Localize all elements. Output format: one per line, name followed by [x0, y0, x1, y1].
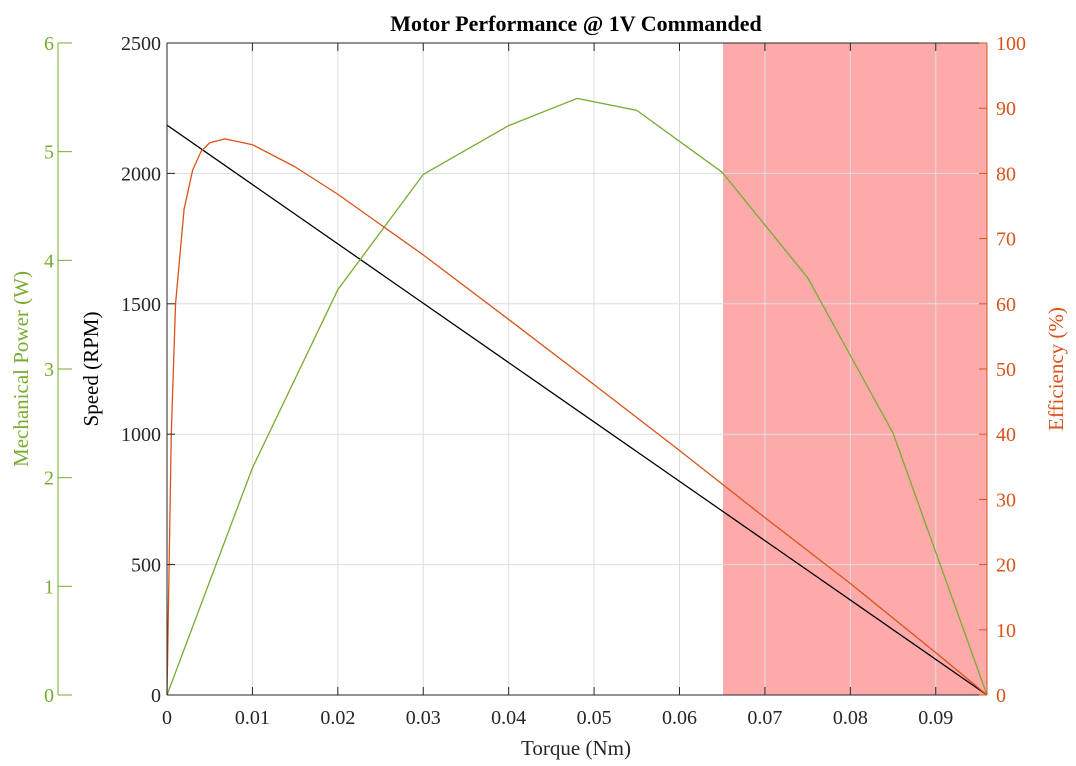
chart-title: Motor Performance @ 1V Commanded — [390, 11, 762, 36]
x-tick-label: 0.05 — [577, 707, 612, 729]
x-tick-label: 0.06 — [662, 707, 697, 729]
power-tick-label: 3 — [44, 359, 54, 381]
y-tick-label: 1500 — [121, 294, 161, 316]
y-tick-label: 1000 — [121, 424, 161, 446]
right-tick-label: 50 — [996, 359, 1016, 381]
x-tick-label: 0.03 — [406, 707, 441, 729]
efficiency-axis-label: Efficiency (%) — [1044, 307, 1068, 431]
x-tick-label: 0.04 — [491, 707, 526, 729]
power-tick-label: 4 — [44, 250, 54, 272]
power-tick-label: 2 — [44, 468, 54, 490]
y-tick-label: 2500 — [121, 33, 161, 55]
speed-axis-label: Speed (RPM) — [79, 312, 103, 427]
x-tick-label: 0.09 — [918, 707, 953, 729]
right-tick-label: 100 — [996, 33, 1026, 55]
x-tick-label: 0.01 — [235, 707, 270, 729]
y-tick-label: 2000 — [121, 163, 161, 185]
right-tick-label: 80 — [996, 163, 1016, 185]
y-tick-label: 500 — [131, 555, 161, 577]
right-tick-label: 0 — [996, 685, 1006, 707]
power-tick-label: 6 — [44, 33, 54, 55]
right-tick-label: 10 — [996, 620, 1016, 642]
x-tick-label: 0 — [162, 707, 172, 729]
power-tick-label: 0 — [44, 685, 54, 707]
right-tick-label: 20 — [996, 555, 1016, 577]
right-tick-label: 40 — [996, 424, 1016, 446]
power-axis-label: Mechanical Power (W) — [9, 271, 33, 467]
x-tick-label: 0.07 — [747, 707, 782, 729]
x-axis-label: Torque (Nm) — [521, 736, 631, 760]
shaded-region — [723, 43, 987, 695]
power-tick-label: 1 — [44, 576, 54, 598]
x-tick-label: 0.08 — [833, 707, 868, 729]
power-tick-label: 5 — [44, 142, 54, 164]
x-tick-label: 0.02 — [320, 707, 355, 729]
y-tick-label: 0 — [151, 685, 161, 707]
right-tick-label: 70 — [996, 229, 1016, 251]
right-tick-label: 90 — [996, 98, 1016, 120]
shaded-region-layer — [723, 43, 987, 695]
right-tick-label: 30 — [996, 489, 1016, 511]
right-tick-label: 60 — [996, 294, 1016, 316]
